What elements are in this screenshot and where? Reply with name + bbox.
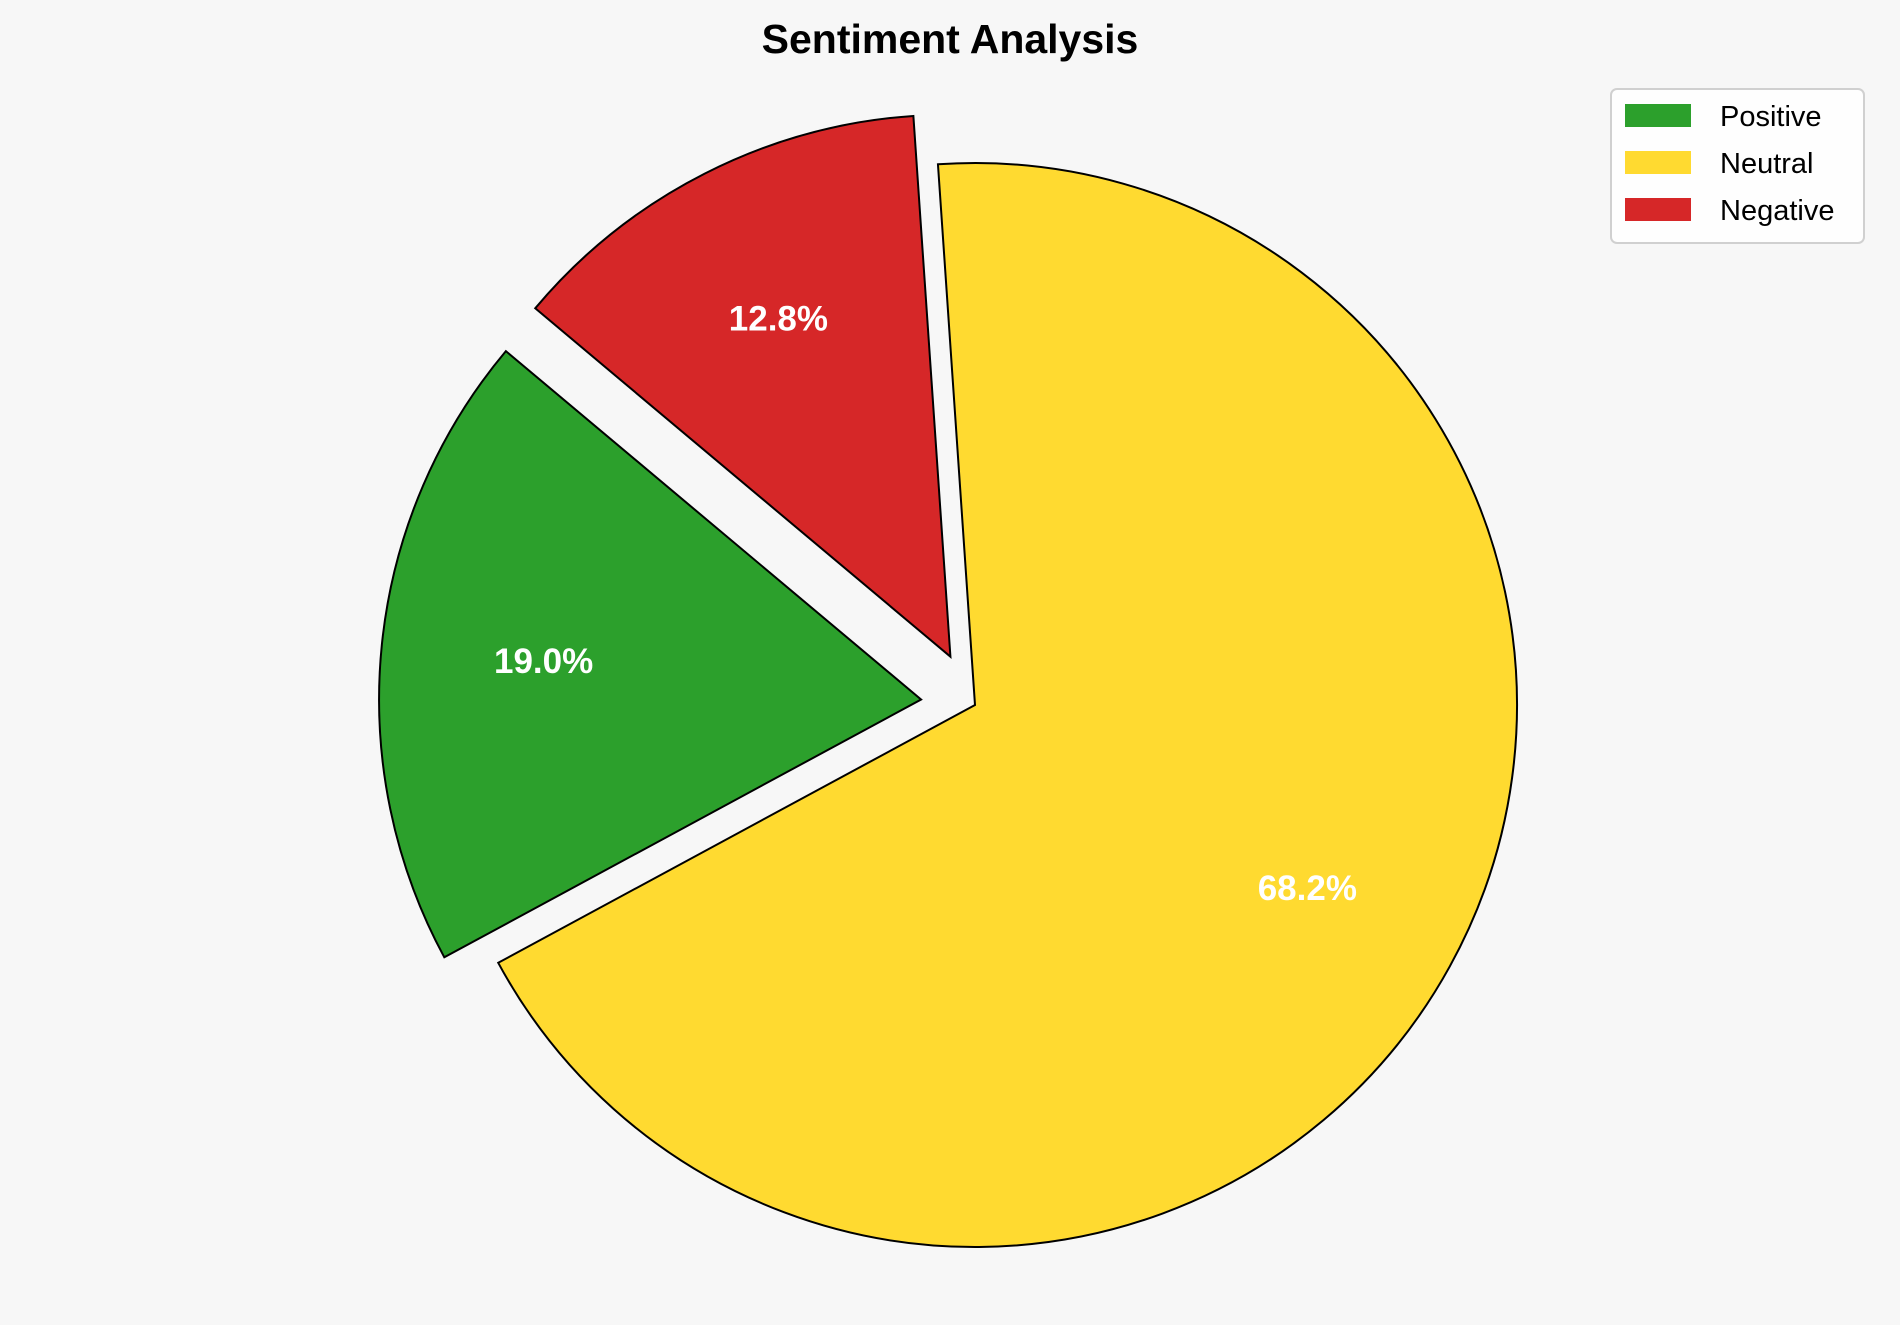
pie-slice-negative xyxy=(533,114,952,659)
legend-label-negative: Negative xyxy=(1720,195,1834,227)
pie-slice-neutral xyxy=(496,162,1518,1248)
legend: Positive Neutral Negative xyxy=(1610,88,1865,244)
legend-label-neutral: Neutral xyxy=(1720,148,1814,180)
legend-swatch-negative xyxy=(1625,198,1691,221)
pct-label-positive: 19.0% xyxy=(494,642,593,681)
legend-label-positive: Positive xyxy=(1720,101,1822,133)
pct-label-negative: 12.8% xyxy=(729,300,828,339)
pie-slice-positive xyxy=(378,349,923,959)
legend-swatch-neutral xyxy=(1625,151,1691,174)
pct-label-neutral: 68.2% xyxy=(1258,869,1357,908)
legend-swatch-positive xyxy=(1625,104,1691,127)
chart-title: Sentiment Analysis xyxy=(762,16,1139,62)
